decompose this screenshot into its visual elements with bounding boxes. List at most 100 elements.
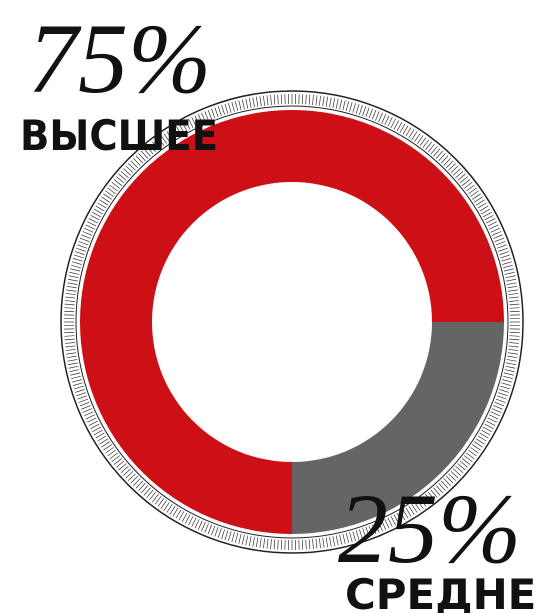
- ring-tick: [305, 94, 307, 105]
- wedge: [292, 322, 504, 534]
- ring-tick: [154, 496, 162, 505]
- ring-tick: [214, 526, 219, 537]
- ring-tick: [430, 489, 438, 498]
- ring-tick: [204, 523, 209, 533]
- ring-tick: [428, 143, 435, 153]
- ring-tick: [263, 95, 266, 106]
- ring-tick: [245, 98, 249, 109]
- ring-tick: [318, 95, 321, 106]
- ring-tick: [500, 254, 511, 259]
- ring-tick: [175, 509, 182, 519]
- ring-tick: [493, 405, 503, 410]
- ring-tick: [481, 429, 491, 436]
- ring-tick: [103, 444, 112, 451]
- ring-tick: [107, 187, 116, 195]
- ring-tick: [433, 487, 441, 496]
- ring-tick: [445, 160, 454, 169]
- ring-tick: [453, 468, 461, 476]
- ring-tick: [405, 127, 412, 137]
- ring-tick: [393, 120, 399, 130]
- ring-tick: [387, 117, 393, 127]
- ring-tick: [95, 432, 105, 439]
- ring-tick: [71, 261, 82, 265]
- ring-tick: [470, 190, 479, 197]
- ring-tick: [72, 258, 83, 262]
- ring-tick: [499, 251, 509, 255]
- ring-tick: [241, 534, 245, 545]
- ring-tick: [118, 463, 127, 471]
- ring-tick: [217, 528, 222, 538]
- ring-tick: [405, 507, 412, 517]
- ring-tick: [455, 170, 464, 179]
- ring-tick: [252, 97, 255, 108]
- ring-tick: [234, 533, 239, 543]
- ring-tick: [95, 205, 105, 212]
- category-label: СРЕДНЕЕ: [345, 570, 539, 613]
- ring-tick: [169, 129, 176, 139]
- ring-tick: [151, 141, 159, 150]
- ring-tick: [505, 365, 516, 369]
- ring-tick: [487, 417, 497, 423]
- ring-tick: [217, 106, 222, 116]
- ring-tick: [77, 395, 88, 400]
- ring-tick: [378, 521, 383, 532]
- outer-ring: [60, 90, 524, 554]
- ring-tick: [113, 458, 123, 465]
- ring-tick: [191, 517, 197, 527]
- ring-tick: [270, 538, 272, 550]
- ring-tick: [443, 158, 451, 166]
- ring-tick: [339, 99, 343, 110]
- ring-tick: [78, 398, 89, 403]
- ring-tick: [138, 153, 146, 161]
- ring-tick: [325, 96, 329, 107]
- ring-tick: [411, 504, 418, 513]
- ring-tick: [71, 375, 81, 380]
- ring-tick: [501, 258, 512, 262]
- ring-tick: [231, 532, 235, 543]
- ring-tick: [472, 444, 481, 451]
- ring-tick: [482, 211, 492, 218]
- ring-tick: [433, 148, 441, 157]
- ring-tick: [440, 480, 449, 489]
- ring-tick: [76, 392, 86, 397]
- ring-tick: [468, 187, 477, 195]
- ring-tick: [255, 537, 259, 548]
- ring-tick: [185, 120, 191, 130]
- ring-tick: [477, 202, 487, 209]
- ring-tick: [120, 465, 129, 474]
- ring-tick: [457, 463, 466, 471]
- ring-tick: [107, 449, 116, 457]
- ring-tick: [494, 401, 505, 407]
- ring-tick: [508, 296, 519, 299]
- ring-tick: [69, 271, 80, 275]
- ring-tick: [149, 143, 156, 153]
- ring-tick: [181, 122, 188, 132]
- ring-tick: [504, 369, 515, 373]
- ring-tick: [66, 355, 77, 359]
- ring-tick: [368, 525, 373, 536]
- ring-tick: [157, 498, 165, 507]
- ring-tick: [214, 107, 219, 118]
- ring-tick: [75, 389, 85, 393]
- ring-tick: [359, 105, 363, 115]
- ring-tick: [71, 379, 82, 383]
- ring-tick: [248, 97, 252, 108]
- ring-tick: [125, 165, 134, 174]
- ring-tick: [375, 523, 380, 533]
- ring-tick: [64, 342, 76, 344]
- ring-tick: [135, 155, 144, 164]
- ring-tick: [151, 494, 159, 503]
- ring-tick: [71, 264, 81, 269]
- ring-tick: [248, 536, 252, 547]
- ring-tick: [503, 372, 514, 376]
- ring-tick: [140, 485, 149, 494]
- ring-tick: [116, 460, 125, 468]
- ring-tick: [494, 237, 505, 243]
- ring-tick: [503, 268, 514, 272]
- ring-tick: [66, 285, 77, 289]
- ring-tick: [498, 247, 508, 252]
- ring-tick: [140, 150, 149, 159]
- ring-tick: [178, 123, 185, 133]
- ring-tick: [238, 100, 242, 111]
- ring-tick: [92, 211, 102, 218]
